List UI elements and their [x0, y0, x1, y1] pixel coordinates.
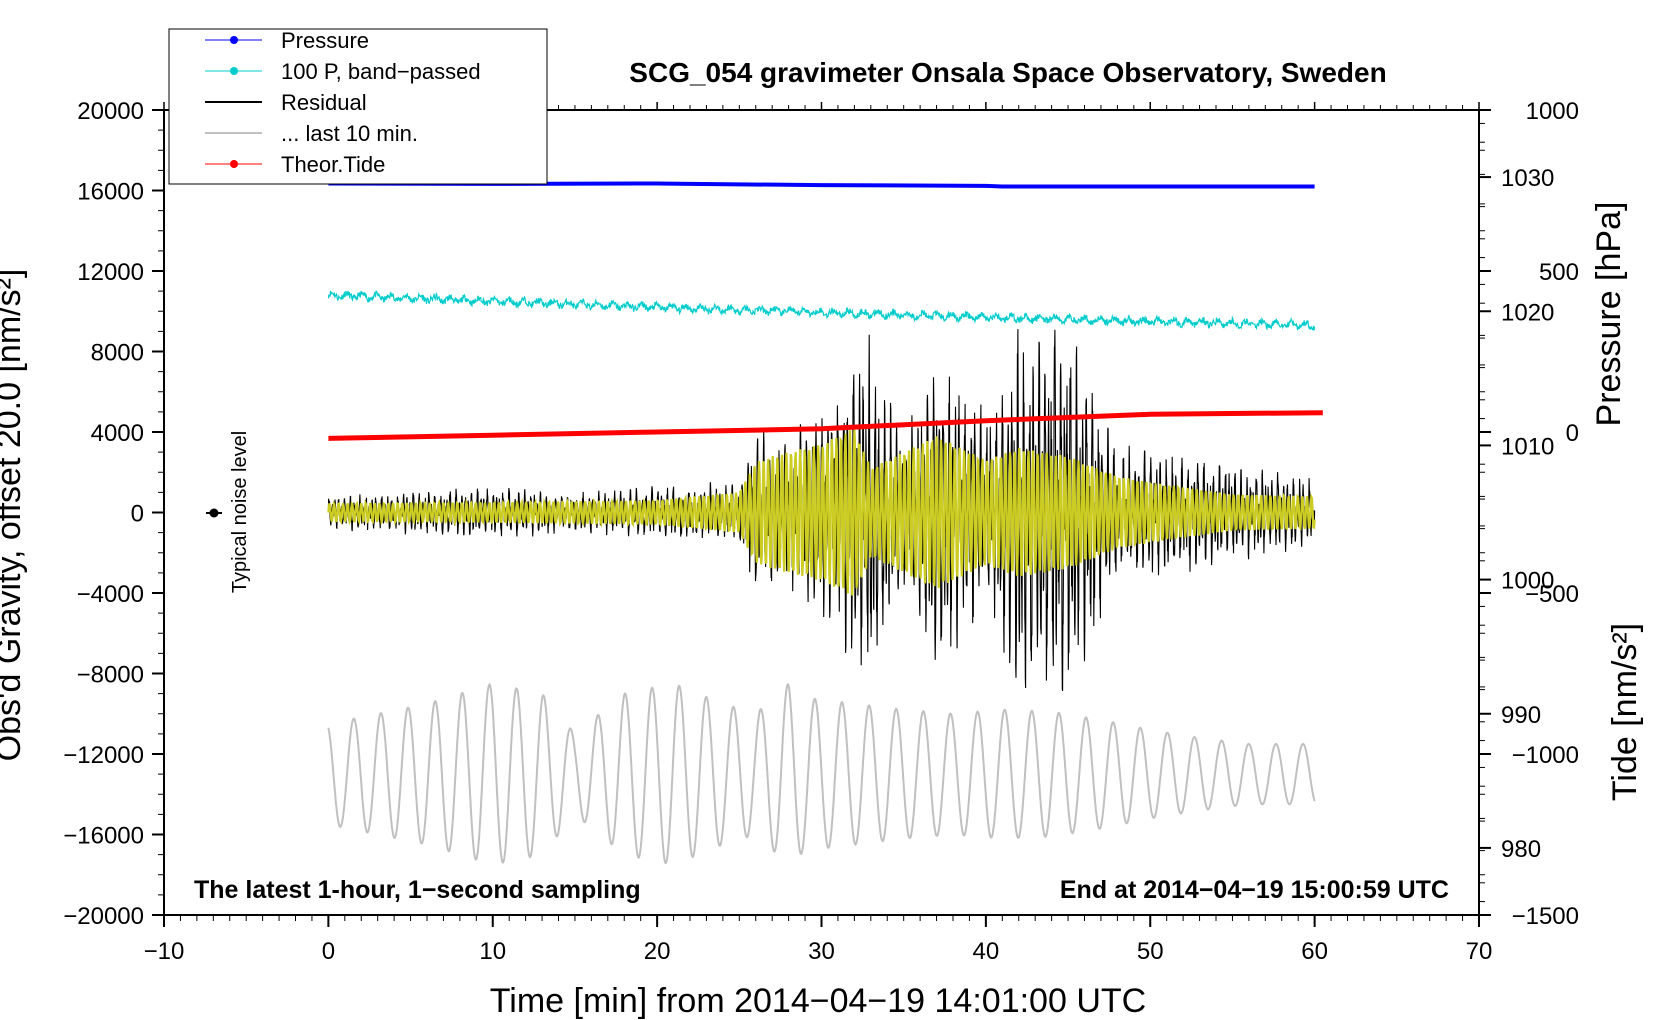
tide-tick-label: −500	[1525, 581, 1579, 608]
pressure-series-line	[328, 181, 1315, 189]
sampling-annotation: The latest 1-hour, 1−second sampling	[194, 876, 641, 904]
theoretical-tide-line	[328, 410, 1323, 441]
tide-tick-label: 0	[1566, 420, 1579, 447]
x-tick-label: 70	[1466, 938, 1493, 965]
pressure-axis-ticks: 1030 1020 1010 1000 990 980	[1479, 122, 1554, 903]
series-group	[327, 181, 1323, 865]
tide-tick-label: 1000	[1526, 98, 1579, 125]
y-left-tick-label: −12000	[63, 742, 144, 769]
y-left-tick-label: −8000	[77, 662, 144, 689]
legend-label: ... last 10 min.	[281, 121, 418, 146]
x-tick-label: 0	[322, 938, 335, 965]
pressure-tick-label: 1000	[1501, 568, 1554, 595]
x-tick-label: 40	[973, 938, 1000, 965]
last-10-min-line	[327, 682, 1316, 865]
tide-axis-ticks: 1000 500 0 −500 −1000 −1500	[1479, 98, 1579, 930]
legend-swatch-marker	[230, 67, 238, 75]
x-tick-label: 20	[644, 938, 671, 965]
x-tick-label: 60	[1301, 938, 1328, 965]
y-left-tick-label: 12000	[77, 259, 144, 286]
x-tick-label: −10	[144, 938, 185, 965]
x-tick-label: 50	[1137, 938, 1164, 965]
legend-swatch-marker	[230, 160, 238, 168]
residual-bandpassed-line	[327, 429, 1316, 596]
legend-swatch-marker	[230, 36, 238, 44]
y-left-tick-label: −20000	[63, 903, 144, 930]
y-left-tick-label: 0	[131, 501, 144, 528]
x-tick-label: 30	[808, 938, 835, 965]
legend-box	[168, 28, 548, 185]
x-tick-label: 10	[479, 938, 506, 965]
end-time-annotation: End at 2014−04−19 15:00:59 UTC	[1060, 876, 1449, 904]
y-left-tick-label: 20000	[77, 98, 144, 125]
legend-label: Pressure	[281, 28, 369, 53]
legend-label: Residual	[281, 90, 367, 115]
y-left-tick-label: −4000	[77, 581, 144, 608]
residual-series-line	[327, 329, 1316, 691]
legend-label: 100 P, band−passed	[281, 59, 481, 84]
y-left-tick-label: 8000	[91, 340, 144, 367]
noise-level-marker	[209, 508, 219, 518]
tide-axis-label: Tide [nm/s²]	[1606, 623, 1644, 801]
tide-tick-label: 500	[1539, 259, 1579, 286]
y-left-tick-label: 4000	[91, 420, 144, 447]
chart-title: SCG_054 gravimeter Onsala Space Observat…	[629, 57, 1386, 88]
pressure-tick-label: 1010	[1501, 433, 1554, 460]
pressure-tick-label: 990	[1501, 702, 1541, 729]
y-left-tick-label: 16000	[77, 179, 144, 206]
pressure-tick-label: 980	[1501, 836, 1541, 863]
tide-tick-label: −1500	[1512, 903, 1579, 930]
pressure-tick-label: 1020	[1501, 299, 1554, 326]
legend: Pressure 100 P, band−passed Residual ... la…	[168, 28, 548, 185]
x-axis-label: Time [min] from 2014−04−19 14:01:00 UTC	[490, 982, 1146, 1020]
y-left-tick-label: −16000	[63, 823, 144, 850]
legend-label: Theor.Tide	[281, 152, 385, 177]
y-axis-left-ticks: 20000 16000 12000 8000 4000 0 −4000 −8000 −12000…	[63, 98, 164, 930]
noise-level-label: Typical noise level	[229, 431, 251, 593]
pressure-tick-label: 1030	[1501, 165, 1554, 192]
tide-tick-label: −1000	[1512, 742, 1579, 769]
x-axis-ticks: −10 0 10 20 30 40 50 60 70	[144, 102, 1493, 965]
pressure-bandpassed-line	[327, 290, 1316, 331]
pressure-axis-label: Pressure [hPa]	[1590, 202, 1628, 427]
y-axis-left-label: Obs'd Gravity, offset 20.0 [nm/s²]	[0, 269, 28, 762]
